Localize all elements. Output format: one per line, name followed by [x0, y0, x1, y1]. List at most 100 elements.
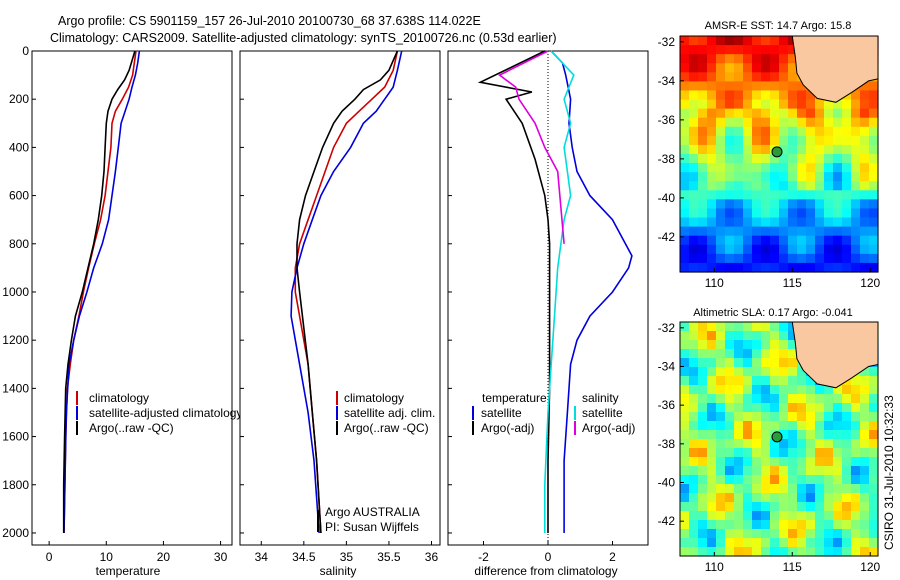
sla-map-cell — [806, 457, 816, 467]
sla-map-cell — [824, 439, 834, 449]
sla-map-cell — [680, 358, 690, 368]
sst-map-cell — [725, 208, 735, 219]
sla-map-cell — [707, 322, 717, 332]
sst-map-cell — [824, 108, 834, 119]
sst-map-cell — [689, 190, 699, 200]
sla-map-cell — [779, 493, 789, 503]
sst-map-cell — [761, 217, 771, 228]
sst-map-cell — [680, 208, 690, 219]
sla-map-cell — [797, 394, 807, 404]
sst-map-cell — [842, 154, 852, 164]
sst-map-cell — [743, 90, 753, 101]
sst-map-cell — [824, 172, 834, 182]
sla-map-cell — [761, 331, 771, 341]
sla-map-cell — [860, 511, 870, 521]
sla-map-cell — [743, 502, 753, 512]
sst-map-cell — [761, 253, 771, 264]
sst-map-cell — [824, 117, 834, 128]
sst-map-cell — [680, 172, 690, 182]
sla-map-cell — [788, 466, 798, 476]
sst-map-cell — [716, 126, 726, 137]
sst-map-cell — [833, 244, 843, 255]
sst-map-cell — [788, 190, 798, 200]
sst-map-cell — [716, 72, 726, 82]
sst-map-cell — [716, 181, 726, 191]
sst-map-cell — [689, 235, 699, 246]
sla-map-cell — [860, 466, 870, 476]
sla-map-cell — [815, 466, 825, 476]
sst-map-cell — [797, 108, 807, 119]
sla-map-cell — [734, 457, 744, 467]
sla-map-cell — [806, 493, 816, 503]
sst-map-cell — [743, 126, 753, 137]
sst-map-cell — [725, 244, 735, 255]
sst-map-cell — [770, 226, 780, 237]
sst-map-cell — [824, 163, 834, 173]
sst-map-cell — [815, 108, 825, 119]
sst-map-cell — [689, 63, 699, 73]
sst-map-cell — [770, 126, 780, 137]
sst-map-cell — [716, 217, 726, 228]
sla-map-cell — [716, 448, 726, 458]
sla-map-cell — [851, 394, 861, 404]
sla-map-cell — [689, 358, 699, 368]
sst-map-cell — [779, 90, 789, 101]
sla-map-cell — [824, 529, 834, 539]
sst-map-cell — [734, 154, 744, 164]
sla-map-cell — [788, 340, 798, 350]
sst-map-cell — [752, 63, 762, 73]
sla-map-cell — [752, 457, 762, 467]
sla-map-cell — [680, 367, 690, 377]
sst-map-cell — [815, 154, 825, 164]
sst-map-cell — [743, 99, 753, 110]
sst-map-cell — [788, 72, 798, 82]
sla-map-cell — [797, 367, 807, 377]
sla-map-cell — [707, 439, 717, 449]
sst-map-cell — [743, 235, 753, 246]
sla-map-cell — [743, 421, 753, 431]
sla-map-cell — [824, 448, 834, 458]
sla-map-cell — [860, 376, 870, 386]
sla-map-cell — [707, 502, 717, 512]
sla-map-cell — [698, 547, 708, 557]
sla-map-cell — [743, 484, 753, 494]
sst-map-cell — [860, 144, 870, 155]
sla-map-cell — [734, 547, 744, 557]
sst-map-cell — [707, 226, 717, 237]
salinity-xtick-label: 35 — [340, 550, 354, 564]
sst-map-cell — [698, 154, 708, 164]
sla-map-cell — [806, 448, 816, 458]
sst-map-cell — [851, 226, 861, 237]
sla-map-cell — [869, 457, 879, 467]
sst-map-cell — [716, 99, 726, 110]
sst-map-cell — [869, 154, 879, 164]
sla-map-cell — [860, 412, 870, 422]
sla-map-cell — [707, 376, 717, 386]
sla-map-cell — [761, 358, 771, 368]
sla-map-cell — [707, 349, 717, 359]
sla-map-cell — [860, 367, 870, 377]
sla-map-cell — [761, 448, 771, 458]
sst-map-cell — [815, 235, 825, 246]
sst-map-cell — [869, 217, 879, 228]
sla-map-cell — [761, 421, 771, 431]
sla-map-ytick-label: -42 — [658, 514, 676, 528]
sla-map-cell — [734, 538, 744, 548]
sla-map-cell — [716, 367, 726, 377]
sst-map-cell — [689, 81, 699, 92]
sst-map-cell — [689, 135, 699, 146]
sst-map-cell — [743, 208, 753, 219]
sst-map-cell — [869, 163, 879, 173]
sla-map-cell — [743, 493, 753, 503]
sst-map-cell — [851, 126, 861, 137]
sst-map-cell — [689, 172, 699, 182]
sla-map-cell — [824, 520, 834, 530]
sst-map-cell — [698, 208, 708, 219]
sla-map-cell — [680, 421, 690, 431]
sst-map-cell — [869, 262, 879, 273]
sst-map-cell — [725, 126, 735, 137]
sst-map-cell — [734, 126, 744, 137]
sla-map-cell — [788, 538, 798, 548]
sst-map-cell — [761, 54, 771, 64]
sla-map-cell — [797, 547, 807, 557]
